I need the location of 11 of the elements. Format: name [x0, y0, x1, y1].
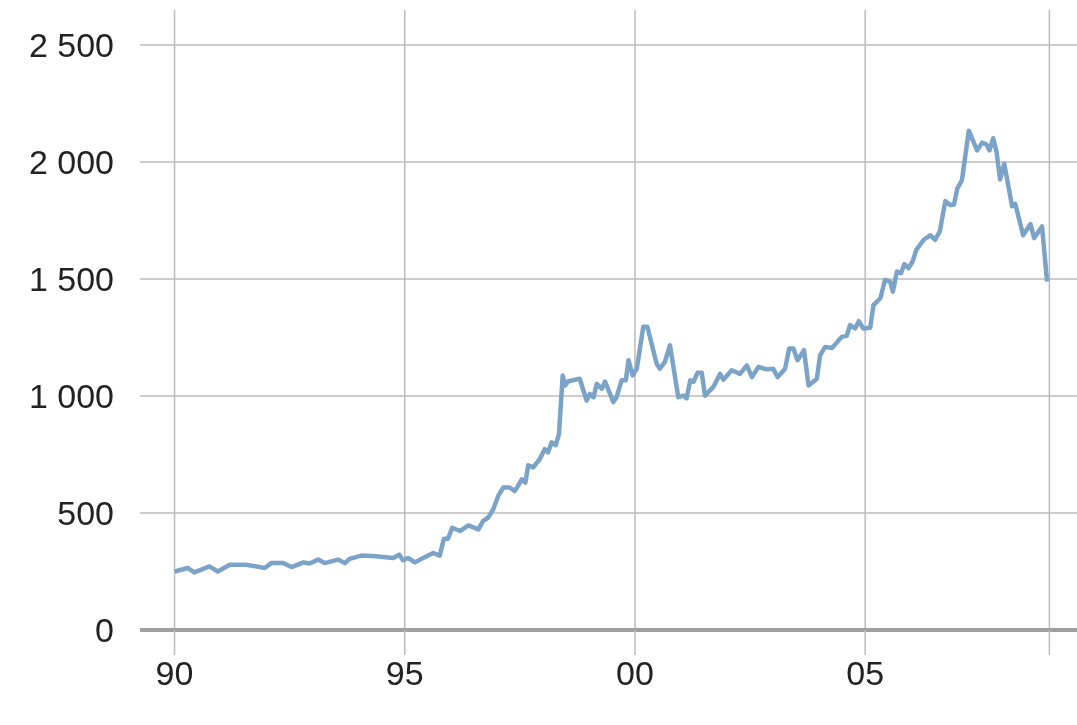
x-tick-label: 90 [155, 654, 194, 693]
y-tick-label: 1 000 [28, 377, 114, 416]
y-tick-label: 500 [57, 494, 114, 533]
x-tick-label: 00 [616, 654, 654, 693]
x-tick-label: 05 [846, 654, 885, 693]
y-tick-label: 1 500 [28, 260, 114, 299]
x-tick-label: 95 [385, 654, 424, 693]
line-series [172, 128, 1050, 575]
y-tick-label: 2 000 [28, 143, 114, 182]
y-tick-label: 2 500 [28, 26, 114, 65]
y-tick-label: 0 [95, 611, 114, 650]
